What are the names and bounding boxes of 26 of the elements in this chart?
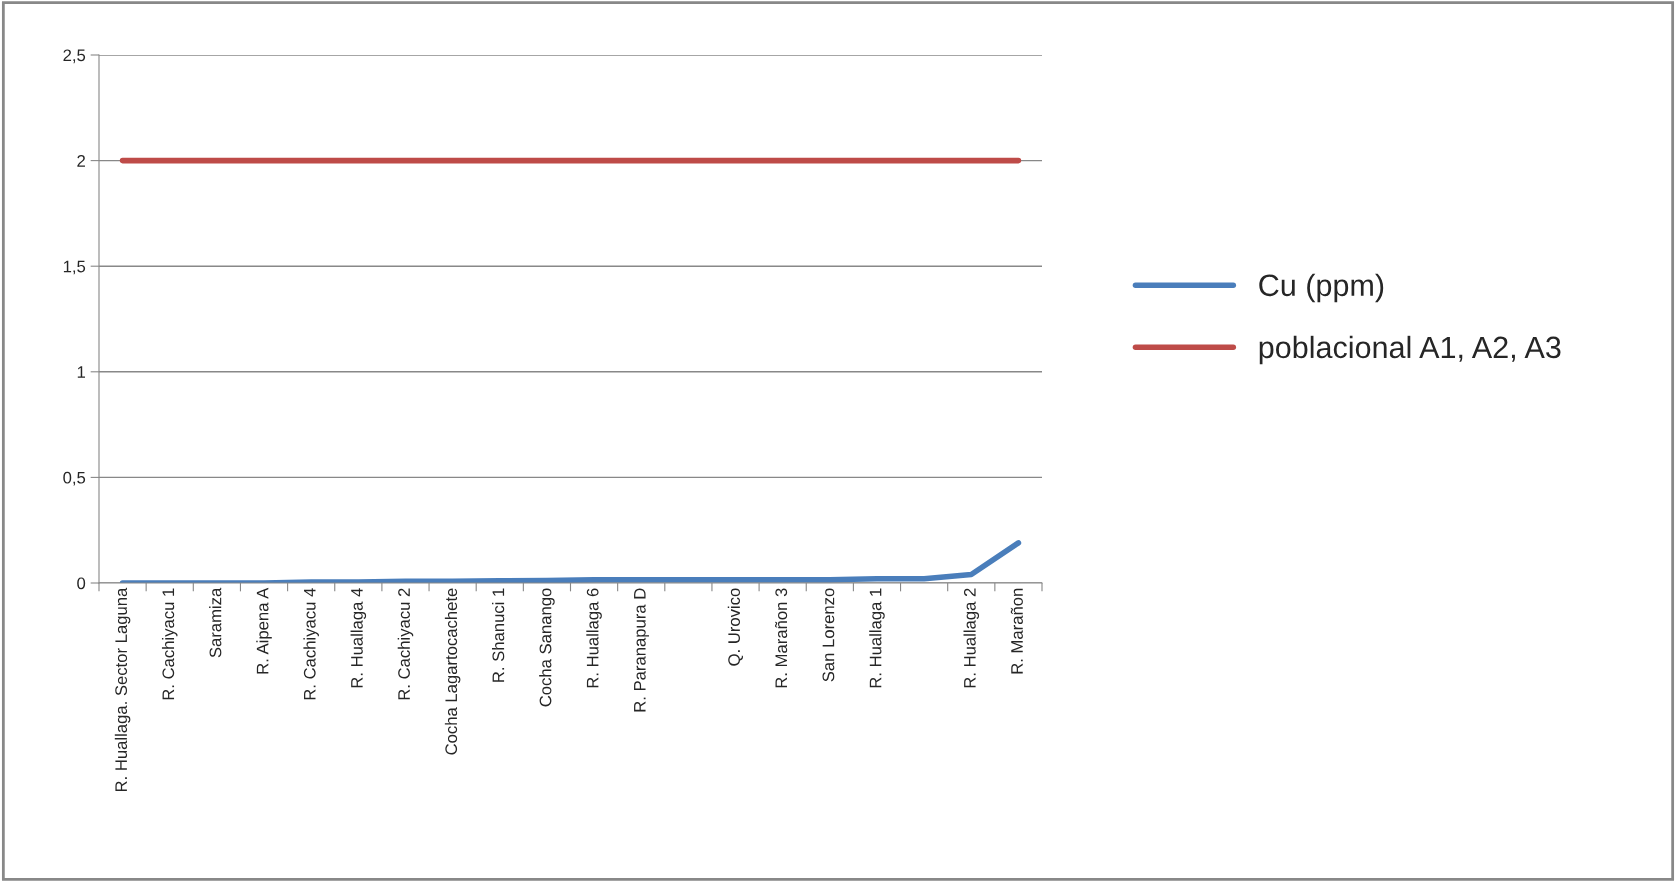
x-tick-label: San Lorenzo xyxy=(822,588,835,682)
x-tick-label: R. Aipena A xyxy=(256,587,272,674)
legend-label: Cu (ppm) xyxy=(1259,273,1384,303)
x-tick-label: Cocha Lagartocachete xyxy=(444,588,461,755)
x-tick-label: R. Paranapura D xyxy=(634,588,649,712)
x-tick-label: R. Marañon 3 xyxy=(775,588,788,688)
y-tick-label: 2,5 xyxy=(63,49,86,64)
x-tick-label: Q. Urovico xyxy=(727,588,743,666)
y-tick-label: 0 xyxy=(77,577,86,590)
y-tick-label: 2 xyxy=(77,155,85,167)
y-tick-label: 1,5 xyxy=(63,260,86,275)
x-tick-label: Cocha Sanango xyxy=(539,588,555,707)
x-tick-label: R. Cachiyacu 1 xyxy=(161,588,178,700)
y-tick-label: 1 xyxy=(77,366,85,378)
x-tick-label: R. Huallaga 4 xyxy=(350,588,367,688)
y-tick-label: 0,5 xyxy=(63,471,86,486)
x-tick-label: R. Huallaga 2 xyxy=(963,588,980,688)
x-tick-label: R. Shanuci 1 xyxy=(492,588,505,682)
x-tick-label: R. Huallaga 6 xyxy=(586,588,602,688)
x-tick-label: Saramiza xyxy=(209,587,222,658)
x-tick-label: R. Huallaga. Sector Laguna xyxy=(114,587,131,792)
x-tick-label: R. Marañon xyxy=(1010,588,1023,674)
legend-label: poblacional A1, A2, A3 xyxy=(1259,335,1561,365)
x-tick-label: R. Cachiyacu 2 xyxy=(397,588,414,700)
x-tick-label: R. Cachiyacu 4 xyxy=(303,588,319,700)
x-tick-label: R. Huallaga 1 xyxy=(869,588,885,688)
